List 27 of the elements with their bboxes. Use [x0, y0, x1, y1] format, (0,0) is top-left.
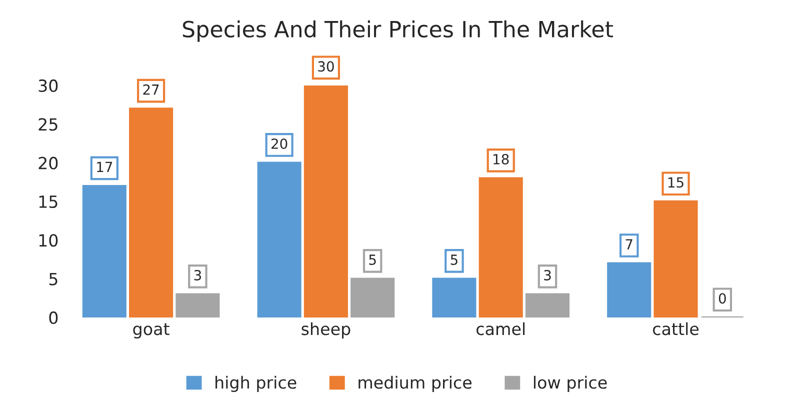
- legend-label: medium price: [358, 376, 472, 392]
- data-label: 20: [271, 138, 288, 149]
- y-tick-label: 30: [38, 79, 58, 92]
- data-label: 30: [318, 61, 334, 72]
- y-tick-label: 5: [49, 272, 58, 286]
- y-tick-label: 20: [38, 156, 58, 170]
- data-label: 17: [97, 162, 112, 172]
- x-tick-label: goat: [133, 323, 170, 338]
- x-tick-label: sheep: [302, 322, 350, 338]
- y-tick-label: 10: [39, 234, 58, 247]
- legend-label: high price: [216, 376, 296, 392]
- y-tick-label: 0: [49, 311, 58, 324]
- chart-title: Species And Their Prices In The Market: [182, 20, 614, 42]
- y-tick-label: 25: [38, 118, 58, 131]
- data-label: 27: [143, 84, 159, 95]
- data-label: 5: [369, 254, 376, 265]
- data-label: 15: [668, 177, 684, 188]
- data-label: 7: [626, 239, 632, 250]
- data-label: 3: [544, 270, 551, 280]
- data-label: 18: [494, 154, 509, 164]
- data-label: 0: [718, 293, 726, 304]
- data-label: 3: [194, 270, 201, 280]
- y-tick-label: 15: [39, 196, 58, 208]
- x-tick-label: camel: [476, 322, 525, 336]
- x-tick-label: cattle: [653, 322, 699, 336]
- legend-label: low price: [534, 376, 607, 392]
- data-label: 5: [450, 254, 458, 265]
